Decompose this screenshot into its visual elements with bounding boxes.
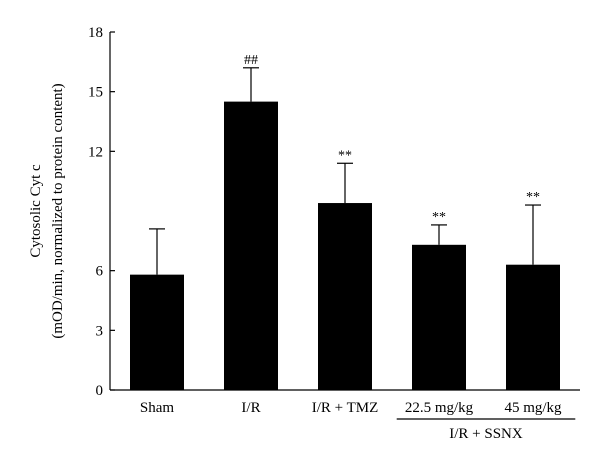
category-label: Sham <box>140 400 175 416</box>
category-label: 45 mg/kg <box>504 400 562 416</box>
error-bars <box>149 67 541 275</box>
bar <box>130 274 184 390</box>
bars <box>130 101 560 390</box>
significance-marker: ** <box>526 190 540 205</box>
y-tick-label: 6 <box>96 264 104 280</box>
category-labels: Sham I/R I/R + TMZ 22.5 mg/kg 45 mg/kg <box>140 400 562 416</box>
significance-marker: ** <box>432 210 446 225</box>
y-tick-label: 3 <box>96 323 104 339</box>
significance-marker: ## <box>244 53 258 68</box>
significance-labels: ## ** ** ** <box>244 53 540 225</box>
group-label: I/R + SSNX <box>449 426 523 442</box>
bar <box>412 244 466 390</box>
bar <box>318 203 372 390</box>
y-axis-label-line2: (mOD/min, normalized to protein content) <box>50 83 66 338</box>
category-label: I/R + TMZ <box>312 400 379 416</box>
y-tick-label: 18 <box>88 25 103 41</box>
y-tick-label: 12 <box>88 144 103 160</box>
y-tick-label: 15 <box>88 85 103 101</box>
significance-marker: ** <box>338 148 352 163</box>
bar <box>224 101 278 390</box>
y-axis-label-line1: Cytosolic Cyt c <box>28 164 44 258</box>
category-label: I/R <box>241 400 260 416</box>
category-label: 22.5 mg/kg <box>405 400 474 416</box>
group-annotation: I/R + SSNX <box>396 418 576 442</box>
bar <box>506 264 560 390</box>
y-axis-label: Cytosolic Cyt c (mOD/min, normalized to … <box>28 83 66 338</box>
y-ticks: 0 3 6 12 15 18 <box>88 25 115 399</box>
y-tick-label: 0 <box>96 383 104 399</box>
